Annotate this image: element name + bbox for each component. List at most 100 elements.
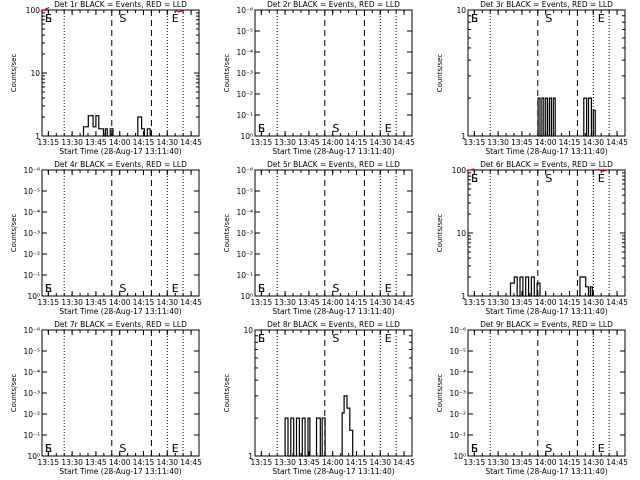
x-tick-label: 14:15 <box>346 458 368 467</box>
x-tick-label: 14:45 <box>180 298 202 307</box>
x-tick-label: 14:00 <box>535 458 557 467</box>
chart-title: Det 3r BLACK = Events, RED = LLD <box>480 0 613 9</box>
y-axis-label: Counts/sec <box>436 214 444 253</box>
marker-s: S <box>545 442 552 455</box>
y-tick-label: 10⁻³ <box>23 229 40 238</box>
panel-det-3r: Det 3r BLACK = Events, RED = LLD 1 10 13:15… <box>436 0 628 156</box>
x-tick-label: 13:30 <box>487 298 509 307</box>
x-tick-label: 14:15 <box>559 298 581 307</box>
x-tick-label: 13:45 <box>85 458 107 467</box>
y-axis-label: Counts/sec <box>223 54 231 93</box>
y-tick-label: 100 <box>452 166 467 175</box>
x-tick-label: 14:00 <box>322 458 344 467</box>
y-axis-label: Counts/sec <box>10 214 18 253</box>
edge-marker-s: S <box>45 12 52 25</box>
panel-det-8r: Det 8r BLACK = Events, RED = LLD 1 10 13:15… <box>223 320 415 476</box>
x-tick-label: 14:00 <box>109 138 131 147</box>
x-tick-label: 14:15 <box>559 458 581 467</box>
x-tick-label: 14:30 <box>582 458 604 467</box>
x-tick-label: 13:45 <box>511 298 533 307</box>
x-tick-label: 13:15 <box>464 138 486 147</box>
edge-marker-e: E <box>471 172 478 185</box>
events-series-line <box>341 395 354 456</box>
chart-title: Det 9r BLACK = Events, RED = LLD <box>480 320 613 329</box>
y-tick-label: 10⁻¹ <box>23 271 40 280</box>
y-tick-label: 10⁻¹ <box>23 431 40 440</box>
x-tick-label: 14:00 <box>322 298 344 307</box>
x-tick-label: 13:45 <box>298 298 320 307</box>
plot-frame <box>254 169 413 297</box>
chart-title: Det 4r BLACK = Events, RED = LLD <box>54 160 187 169</box>
x-tick-label: 13:30 <box>274 298 296 307</box>
y-tick-label: 10 <box>456 6 466 15</box>
x-tick-label: 14:45 <box>180 458 202 467</box>
x-tick-label: 14:00 <box>535 298 557 307</box>
y-axis-label: Counts/sec <box>436 54 444 93</box>
x-tick-label: 14:15 <box>346 298 368 307</box>
panel-det-7r: Det 7r BLACK = Events, RED = LLD 10⁰ 10⁻¹ 1… <box>10 320 202 476</box>
y-tick-label: 10⁻⁴ <box>23 368 40 377</box>
y-tick-label: 10⁻³ <box>23 389 40 398</box>
chart-title: Det 2r BLACK = Events, RED = LLD <box>267 0 400 9</box>
events-series-line <box>509 276 541 297</box>
plot-frame <box>41 9 200 137</box>
y-tick-label: 1 <box>461 132 466 141</box>
x-axis-label: Start Time (28-Aug-17 13:11:40) <box>59 467 181 476</box>
x-axis-label: Start Time (28-Aug-17 13:11:40) <box>485 307 607 316</box>
y-tick-label: 100 <box>26 6 41 15</box>
events-series-line <box>284 417 311 457</box>
y-tick-label: 10⁻⁴ <box>236 208 253 217</box>
lld-series-line <box>174 9 185 13</box>
y-tick-label: 10⁻⁵ <box>236 187 253 196</box>
x-tick-label: 14:45 <box>393 458 415 467</box>
x-tick-label: 13:15 <box>251 458 273 467</box>
x-tick-label: 13:15 <box>38 298 60 307</box>
x-tick-label: 13:15 <box>251 298 273 307</box>
x-tick-label: 13:15 <box>464 458 486 467</box>
y-tick-label: 10⁻⁴ <box>236 48 253 57</box>
x-tick-label: 14:30 <box>156 298 178 307</box>
x-tick-label: 13:15 <box>38 138 60 147</box>
x-tick-label: 14:45 <box>606 138 628 147</box>
marker-e: E <box>385 282 392 295</box>
x-tick-label: 14:15 <box>346 138 368 147</box>
edge-marker-e: E <box>45 442 52 455</box>
x-tick-label: 13:30 <box>61 458 83 467</box>
x-tick-label: 13:30 <box>274 458 296 467</box>
edge-marker-e: E <box>258 122 265 135</box>
y-tick-label: 10⁻² <box>449 410 466 419</box>
x-tick-label: 14:15 <box>133 458 155 467</box>
y-tick-label: 10⁻¹ <box>236 271 253 280</box>
marker-e: E <box>598 442 605 455</box>
edge-marker-s: S <box>258 282 265 295</box>
x-axis-label: Start Time (28-Aug-17 13:11:40) <box>272 307 394 316</box>
y-tick-label: 1 <box>35 132 40 141</box>
panel-det-6r: Det 6r BLACK = Events, RED = LLD 1 10 100 13… <box>436 160 628 316</box>
x-tick-label: 14:45 <box>393 298 415 307</box>
panel-det-5r: Det 5r BLACK = Events, RED = LLD 10⁰ 10⁻¹ 1… <box>223 160 415 316</box>
plot-frame <box>467 169 626 297</box>
y-tick-label: 10⁻² <box>23 410 40 419</box>
x-tick-label: 14:30 <box>156 458 178 467</box>
plot-frame <box>41 169 200 297</box>
chart-title: Det 7r BLACK = Events, RED = LLD <box>54 320 187 329</box>
edge-marker-e: E <box>258 332 265 345</box>
x-tick-label: 13:45 <box>85 298 107 307</box>
x-tick-label: 14:00 <box>109 458 131 467</box>
x-tick-label: 13:15 <box>38 458 60 467</box>
x-tick-label: 13:30 <box>61 298 83 307</box>
marker-s: S <box>119 282 126 295</box>
lld-series-line <box>597 168 609 172</box>
marker-e: E <box>385 122 392 135</box>
plot-frame <box>467 9 626 137</box>
lld-series-line <box>40 6 50 12</box>
edge-marker-s: S <box>45 282 52 295</box>
edge-marker-e: E <box>45 12 52 25</box>
y-tick-label: 10⁻¹ <box>449 431 466 440</box>
y-tick-label: 10⁰ <box>240 132 253 141</box>
marker-e: E <box>172 442 179 455</box>
x-tick-label: 14:30 <box>582 138 604 147</box>
x-tick-label: 14:45 <box>180 138 202 147</box>
y-tick-label: 10⁰ <box>27 452 40 461</box>
